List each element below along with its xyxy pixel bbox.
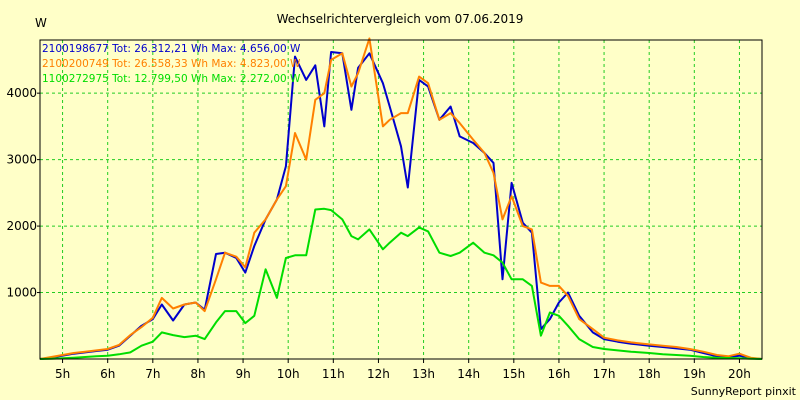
legend: 2100198677 Tot: 26.312,21 Wh Max: 4.656,…: [42, 43, 301, 85]
axes: [39, 39, 763, 360]
x-tick-label: 5h: [55, 367, 70, 381]
x-tick-label: 6h: [100, 367, 115, 381]
footer-credit: SunnyReport pinxit: [691, 385, 797, 398]
legend-entry-2100200749: 2100200749 Tot: 26.558,33 Wh Max: 4.823,…: [42, 58, 301, 70]
x-tick-label: 13h: [412, 367, 435, 381]
x-tick-label: 8h: [190, 367, 205, 381]
series-line-2100198677: [39, 51, 763, 360]
x-tick-label: 20h: [728, 367, 751, 381]
x-tick-label: 19h: [683, 367, 706, 381]
x-tick-label: 14h: [457, 367, 480, 381]
series-lines: [39, 37, 763, 360]
x-tick-label: 18h: [638, 367, 661, 381]
x-tick-label: 11h: [322, 367, 345, 381]
y-axis-unit-label: W: [35, 16, 47, 30]
plot-area: [40, 40, 762, 359]
y-tick-label: 3000: [6, 153, 37, 167]
x-tick-label: 9h: [235, 367, 250, 381]
x-tick-label: 12h: [367, 367, 390, 381]
series-line-1100272975: [39, 207, 763, 360]
x-tick-label: 7h: [145, 367, 160, 381]
chart-title: Wechselrichtervergleich vom 07.06.2019: [277, 12, 524, 26]
y-tick-label: 2000: [6, 219, 37, 233]
plot-frame: [39, 39, 763, 360]
x-tick-label: 16h: [548, 367, 571, 381]
legend-entry-1100272975: 1100272975 Tot: 12.799,50 Wh Max: 2.272,…: [42, 73, 301, 85]
y-tick-label: 1000: [6, 286, 37, 300]
series-line-2100200749: [39, 37, 763, 360]
grid-lines: [40, 40, 762, 359]
tick-labels: 1000 2000 3000 4000 5h 6h 7h 8h 9h 10h 11h 12h 13h 14…: [6, 86, 750, 381]
x-tick-label: 17h: [593, 367, 616, 381]
x-tick-label: 15h: [502, 367, 525, 381]
plot-background: [40, 40, 762, 359]
y-tick-label: 4000: [6, 86, 37, 100]
legend-entry-2100198677: 2100198677 Tot: 26.312,21 Wh Max: 4.656,…: [42, 43, 301, 55]
x-tick-label: 10h: [277, 367, 300, 381]
